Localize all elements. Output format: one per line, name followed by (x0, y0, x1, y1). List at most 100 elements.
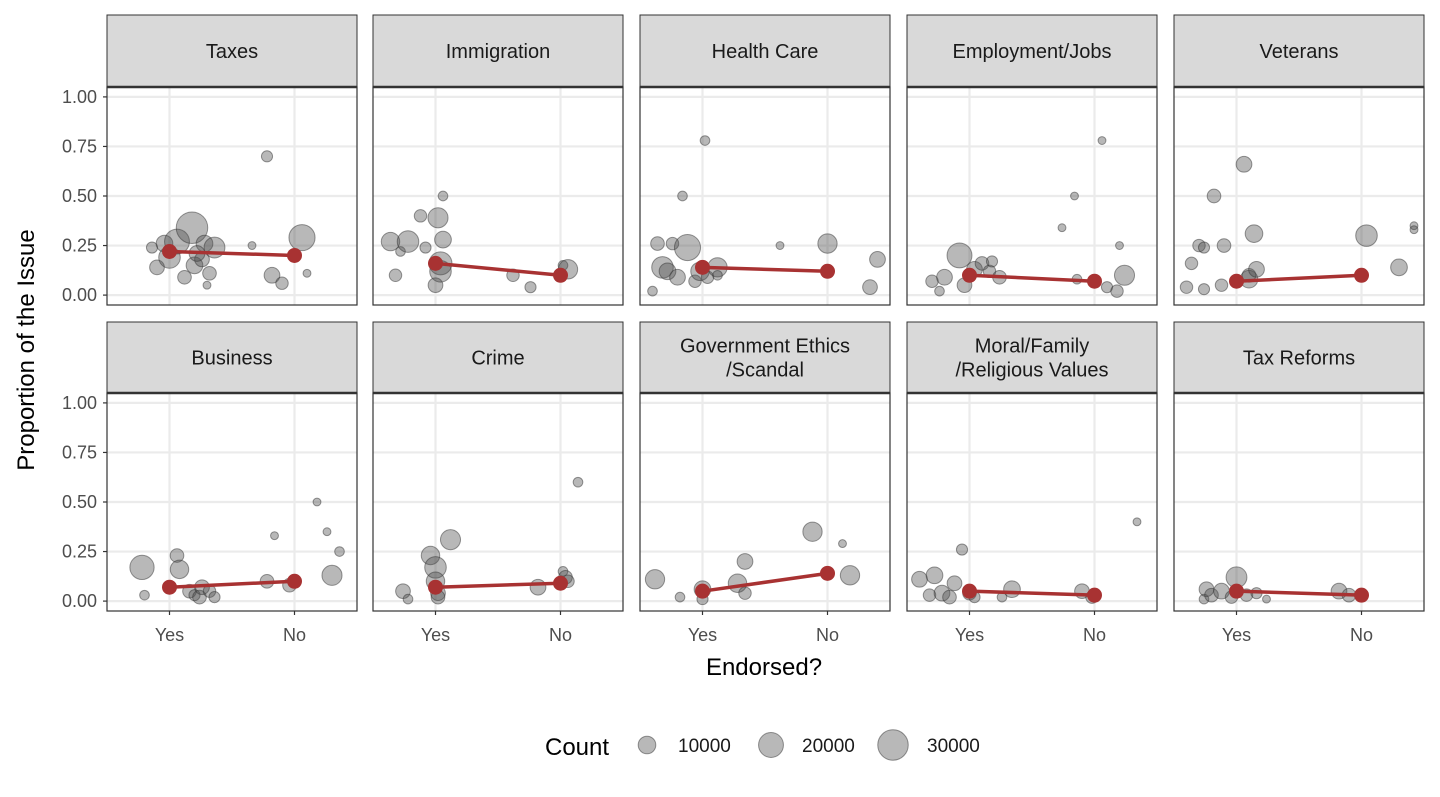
data-point (202, 265, 217, 281)
y-tick-label: 0.75 (62, 442, 97, 462)
y-tick-label: 1.00 (62, 393, 97, 413)
data-point (424, 556, 447, 579)
facet-strip (639, 321, 891, 394)
data-point (862, 279, 878, 296)
data-point (922, 588, 937, 602)
mean-point (1354, 587, 1369, 603)
data-point (524, 281, 537, 294)
data-point (946, 242, 973, 269)
data-point (139, 589, 150, 601)
data-point (420, 545, 441, 566)
data-point (1003, 580, 1021, 599)
mean-line (1236, 589, 1362, 597)
mean-line (702, 265, 828, 274)
mean-line (702, 571, 828, 593)
data-point (1057, 223, 1067, 233)
data-point (427, 207, 449, 229)
legend-title: Count (545, 734, 609, 761)
facet-panel: Moral/Family/Religious Values Yes No (906, 321, 1158, 645)
data-point (388, 268, 403, 282)
data-point (263, 266, 281, 284)
x-tick-label: No (1350, 625, 1373, 645)
y-axis-title: Proportion of the Issue (13, 229, 40, 470)
facet-panel: Tax Reforms Yes No (1173, 321, 1425, 645)
data-point (1262, 594, 1271, 604)
mean-line (435, 261, 561, 278)
data-point (247, 241, 257, 250)
facet-strip (906, 321, 1158, 394)
data-point (129, 554, 155, 581)
data-point (1214, 278, 1229, 292)
data-point (712, 269, 723, 281)
y-tick-label: 0.25 (62, 236, 97, 256)
data-point (936, 268, 953, 286)
data-point (1070, 191, 1079, 201)
facet-panel: Crime Yes No (372, 321, 624, 645)
mean-point (695, 259, 710, 275)
y-tick-label: 1.00 (62, 87, 97, 107)
data-point (275, 276, 289, 290)
mean-point (695, 583, 710, 599)
data-point (270, 531, 279, 541)
facet-panel: Business 0.00 0.25 0.50 0.75 1.00 Yes No (62, 321, 358, 645)
facet-strip (106, 14, 358, 88)
facet-title: Moral/Family (975, 336, 1089, 358)
data-point (177, 269, 192, 285)
mean-point (820, 565, 835, 581)
data-point (288, 224, 316, 252)
facet-title: Health Care (712, 41, 819, 63)
data-point (322, 527, 332, 537)
data-point (942, 589, 957, 605)
mean-point (428, 255, 443, 271)
mean-point (1229, 273, 1244, 289)
data-point (380, 231, 401, 252)
facet-title: /Scandal (726, 360, 804, 382)
data-point (738, 586, 752, 600)
facet-title: Veterans (1260, 41, 1339, 63)
data-point (192, 589, 207, 605)
facet-strip (639, 14, 891, 88)
data-point (395, 246, 406, 257)
x-tick-label: Yes (421, 625, 450, 645)
data-point (736, 553, 754, 570)
data-point (933, 584, 951, 602)
facet-title: /Religious Values (955, 360, 1108, 382)
x-tick-label: No (283, 625, 306, 645)
data-point (396, 230, 420, 253)
mean-line (435, 581, 561, 589)
data-point (169, 548, 185, 563)
mean-point (1229, 583, 1244, 599)
y-tick-label: 0.50 (62, 186, 97, 206)
mean-point (820, 263, 835, 279)
mean-point (553, 575, 568, 591)
data-point (419, 241, 432, 254)
data-point (647, 285, 658, 297)
x-tick-label: Yes (1222, 625, 1251, 645)
facet-panel: Taxes 0.00 0.25 0.50 0.75 1.00 (62, 14, 358, 306)
data-point (1179, 280, 1194, 294)
data-point (677, 190, 688, 202)
data-point (817, 233, 838, 254)
data-point (1390, 258, 1408, 277)
data-point (665, 236, 680, 251)
mean-line (969, 589, 1095, 597)
data-point (334, 546, 345, 557)
data-point (434, 230, 452, 249)
mean-point (162, 243, 177, 259)
mean-point (1087, 587, 1102, 603)
x-tick-label: No (1083, 625, 1106, 645)
x-tick-label: No (816, 625, 839, 645)
data-point (1216, 238, 1232, 253)
legend-items: 10000 20000 30000 (637, 729, 980, 761)
data-point (669, 268, 686, 286)
data-point (413, 209, 428, 223)
data-point (169, 559, 190, 580)
data-point (839, 565, 861, 586)
data-point (202, 280, 212, 290)
data-point (1235, 155, 1253, 173)
data-point (802, 521, 823, 542)
x-tick-label: Yes (688, 625, 717, 645)
mean-point (1087, 273, 1102, 289)
facet-strip (906, 14, 1158, 88)
